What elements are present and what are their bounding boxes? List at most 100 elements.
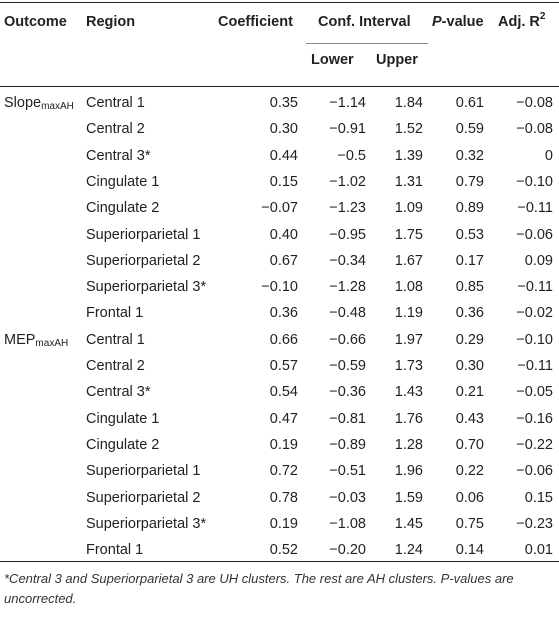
table-row: Cingulate 1 0.15 −1.02 1.31 0.79 −0.10 — [0, 169, 559, 195]
table-row: MEPmaxAH Central 1 0.66 −0.66 1.97 0.29 −0.10 — [0, 327, 559, 353]
cell-coefficient: 0.35 — [269, 95, 298, 111]
cell-lower: −0.95 — [329, 226, 366, 243]
cell-pvalue: 0.75 — [455, 515, 484, 532]
cell-upper: 1.67 — [394, 252, 423, 269]
cell-pvalue: 0.22 — [455, 463, 484, 480]
cell-region: Cingulate 1 — [86, 410, 160, 427]
outcome-base: Slope — [4, 95, 42, 111]
cell-pvalue: 0.53 — [455, 226, 484, 243]
table-bottom-rule — [0, 561, 559, 562]
cell-lower: −0.89 — [329, 436, 366, 453]
cell-lower: −0.81 — [329, 410, 366, 427]
cell-lower: −0.91 — [329, 121, 366, 138]
cell-upper: 1.75 — [394, 226, 423, 243]
cell-adj-r2: −0.08 — [516, 95, 553, 111]
table-row: Superiorparietal 1 0.40 −0.95 1.75 0.53 −0.06 — [0, 222, 559, 248]
cell-pvalue: 0.36 — [455, 305, 484, 322]
cell-upper: 1.73 — [394, 358, 423, 374]
cell-upper: 1.84 — [394, 95, 423, 111]
cell-pvalue: 0.89 — [455, 200, 484, 217]
cell-pvalue: 0.59 — [455, 121, 484, 138]
cell-adj-r2: −0.06 — [516, 463, 553, 480]
cell-lower: −0.03 — [329, 489, 366, 506]
header-upper: Upper — [376, 52, 418, 68]
cell-region: Superiorparietal 2 — [86, 489, 201, 506]
cell-upper: 1.28 — [394, 436, 423, 453]
outcome-subscript: maxAH — [35, 337, 69, 349]
cell-lower: −1.08 — [329, 515, 366, 532]
cell-adj-r2: −0.11 — [517, 200, 553, 217]
cell-coefficient: 0.67 — [269, 252, 298, 269]
header-adj-r2: Adj. R2 — [498, 12, 545, 32]
cell-adj-r2: −0.06 — [516, 226, 553, 243]
cell-adj-r2: 0.01 — [524, 542, 553, 559]
cell-region: Central 1 — [86, 331, 145, 348]
outcome-label: SlopemaxAH — [4, 90, 74, 116]
cell-coefficient: 0.15 — [269, 173, 298, 190]
cell-coefficient: −0.07 — [261, 200, 298, 217]
cell-adj-r2: 0.15 — [524, 489, 553, 506]
cell-adj-r2: −0.22 — [516, 436, 553, 453]
cell-lower: −0.34 — [329, 252, 366, 269]
cell-pvalue: 0.70 — [455, 436, 484, 453]
cell-lower: −0.48 — [329, 305, 366, 322]
cell-adj-r2: −0.11 — [517, 358, 553, 374]
table-top-rule — [0, 2, 559, 3]
table-row: Superiorparietal 3* −0.10 −1.28 1.08 0.85 −0.… — [0, 274, 559, 300]
outcome-label: MEPmaxAH — [4, 327, 68, 353]
cell-pvalue: 0.29 — [455, 331, 484, 348]
cell-adj-r2: −0.10 — [516, 331, 553, 348]
table-row: Superiorparietal 3* 0.19 −1.08 1.45 0.75 −0.2… — [0, 511, 559, 537]
header-adj-r-text: Adj. R — [498, 14, 540, 30]
table-row: SlopemaxAH Central 1 0.35 −1.14 1.84 0.61 −0.0… — [0, 90, 559, 116]
cell-adj-r2: −0.11 — [517, 279, 553, 296]
header-bottom-rule — [0, 86, 559, 87]
table-row: Superiorparietal 2 0.78 −0.03 1.59 0.06 0.15 — [0, 485, 559, 511]
cell-pvalue: 0.43 — [455, 410, 484, 427]
cell-pvalue: 0.17 — [455, 252, 484, 269]
cell-lower: −1.23 — [329, 200, 366, 217]
cell-region: Central 3* — [86, 147, 151, 164]
cell-coefficient: 0.47 — [269, 410, 298, 427]
cell-coefficient: 0.40 — [269, 226, 298, 243]
cell-lower: −0.66 — [329, 331, 366, 348]
cell-coefficient: 0.19 — [269, 515, 298, 532]
table-row: Central 3* 0.54 −0.36 1.43 0.21 −0.05 — [0, 379, 559, 405]
cell-region: Superiorparietal 2 — [86, 252, 201, 269]
cell-region: Superiorparietal 3* — [86, 279, 207, 296]
cell-region: Central 2 — [86, 358, 145, 374]
cell-upper: 1.31 — [394, 173, 423, 190]
cell-pvalue: 0.32 — [455, 147, 484, 164]
cell-coefficient: 0.66 — [269, 331, 298, 348]
cell-coefficient: 0.36 — [269, 305, 298, 322]
cell-adj-r2: −0.10 — [516, 173, 553, 190]
cell-coefficient: 0.57 — [269, 358, 298, 374]
cell-adj-r2: −0.16 — [516, 410, 553, 427]
cell-coefficient: −0.10 — [261, 279, 298, 296]
cell-upper: 1.24 — [394, 542, 423, 559]
cell-coefficient: 0.44 — [269, 147, 298, 164]
cell-lower: −1.28 — [329, 279, 366, 296]
cell-region: Superiorparietal 1 — [86, 226, 201, 243]
cell-lower: −0.59 — [329, 358, 366, 374]
table-row: Superiorparietal 1 0.72 −0.51 1.96 0.22 −0.06 — [0, 458, 559, 484]
header-pvalue: P-value — [432, 12, 484, 32]
cell-region: Frontal 1 — [86, 542, 144, 559]
header-conf-interval: Conf. Interval — [318, 14, 411, 30]
outcome-subscript: maxAH — [41, 101, 74, 112]
cell-upper: 1.96 — [394, 463, 423, 480]
cell-coefficient: 0.52 — [269, 542, 298, 559]
cell-coefficient: 0.78 — [269, 489, 298, 506]
cell-lower: −0.51 — [329, 463, 366, 480]
cell-region: Cingulate 2 — [86, 200, 160, 217]
cell-upper: 1.76 — [394, 410, 423, 427]
header-lower: Lower — [311, 52, 354, 68]
cell-region: Cingulate 1 — [86, 173, 160, 190]
cell-region: Central 1 — [86, 95, 145, 111]
header-pvalue-italic: P — [432, 14, 442, 30]
cell-lower: −1.02 — [329, 173, 366, 190]
cell-coefficient: 0.72 — [269, 463, 298, 480]
cell-region: Superiorparietal 1 — [86, 463, 201, 480]
cell-upper: 1.45 — [394, 515, 423, 532]
cell-adj-r2: −0.05 — [516, 384, 553, 401]
